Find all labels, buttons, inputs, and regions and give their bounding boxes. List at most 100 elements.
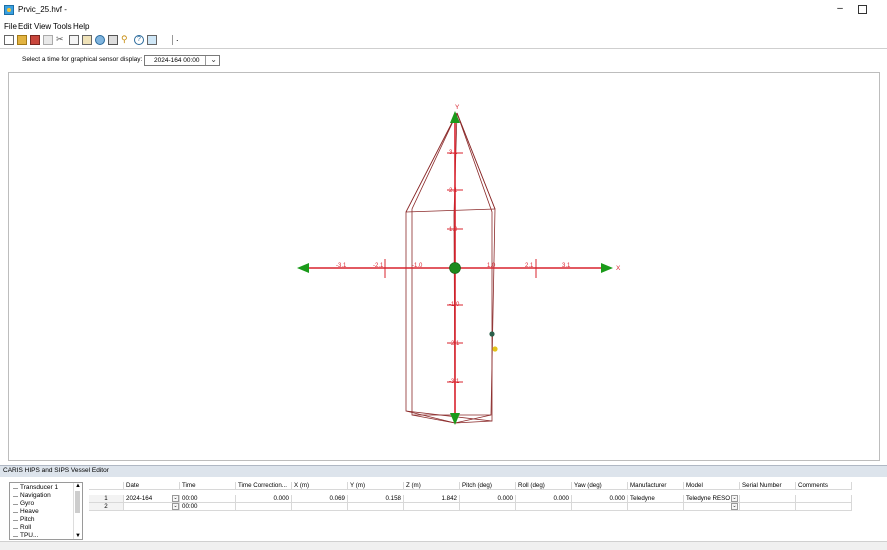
chevron-down-icon[interactable]: ⌄ xyxy=(172,503,179,510)
cell-yaw[interactable]: 0.000 xyxy=(572,495,628,503)
row-number[interactable]: 2 xyxy=(89,503,124,511)
scroll-up-icon[interactable]: ▲ xyxy=(75,483,81,489)
cell-time-correction[interactable] xyxy=(236,503,292,511)
toolbar-divider xyxy=(0,48,887,49)
toolbar-overflow-icon[interactable]: . xyxy=(176,33,179,43)
chevron-down-icon[interactable]: ⌄ xyxy=(172,495,179,502)
menu-view[interactable]: View xyxy=(34,22,52,31)
cell-z[interactable] xyxy=(404,503,460,511)
cell-x[interactable]: 0.069 xyxy=(292,495,348,503)
tree-item-navigation[interactable]: Navigation xyxy=(13,492,51,499)
column-header-date[interactable]: Date xyxy=(124,482,180,490)
maximize-button[interactable] xyxy=(856,3,868,15)
tree-item-roll[interactable]: Roll xyxy=(12,524,32,531)
cell-date[interactable]: 2024-164 xyxy=(124,495,180,503)
y-tick-label-4: -1.0 xyxy=(449,302,460,308)
cell-model[interactable] xyxy=(684,503,740,511)
scroll-thumb[interactable] xyxy=(75,491,80,513)
chevron-down-icon[interactable]: ⌄ xyxy=(731,495,738,502)
chevron-down-icon[interactable]: ⌄ xyxy=(210,55,217,64)
column-header-manufacturer[interactable]: Manufacturer xyxy=(628,482,684,490)
cell-manufacturer[interactable]: Teledyne xyxy=(628,495,684,503)
cell-date[interactable] xyxy=(124,503,180,511)
tree-item-gyro[interactable]: Gyro xyxy=(12,500,35,507)
column-header-model[interactable]: Model xyxy=(684,482,740,490)
cell-time[interactable]: 00:00 xyxy=(180,503,236,511)
settings-icon[interactable] xyxy=(147,35,157,45)
column-header-z[interactable]: Z (m) xyxy=(404,482,460,490)
menu-edit[interactable]: Edit xyxy=(18,22,32,31)
column-header-roll[interactable]: Roll (deg) xyxy=(516,482,572,490)
cell-serial[interactable] xyxy=(740,495,796,503)
tree-scrollbar[interactable]: ▲ ▼ xyxy=(73,483,82,539)
select-divider xyxy=(205,56,206,65)
x-positive-arrow-icon xyxy=(601,263,613,273)
sensor-marker-navigation[interactable] xyxy=(489,331,495,337)
tree-item-heave[interactable]: Heave xyxy=(13,508,39,515)
x-tick-label-5: 2.1 xyxy=(525,263,534,269)
cell-serial[interactable] xyxy=(740,503,796,511)
tree-item-pitch[interactable]: Pitch xyxy=(12,516,35,523)
cell-z[interactable]: 1.842 xyxy=(404,495,460,503)
paste-icon[interactable] xyxy=(82,35,92,45)
column-header-yaw[interactable]: Yaw (deg) xyxy=(572,482,628,490)
help-icon[interactable]: ? xyxy=(134,35,144,45)
cell-comments[interactable] xyxy=(796,503,852,511)
cell-model[interactable]: Teledyne RESO xyxy=(684,495,740,503)
menu-bar: File Edit View Tools Help xyxy=(0,21,887,33)
scroll-down-icon[interactable]: ▼ xyxy=(75,533,81,539)
row-number[interactable]: 1 xyxy=(89,495,124,503)
x-tick-label-6: 3.1 xyxy=(562,263,571,269)
cell-x[interactable] xyxy=(292,503,348,511)
column-header-pitch[interactable]: Pitch (deg) xyxy=(460,482,516,490)
toolbar-separator xyxy=(172,35,173,45)
cell-y[interactable]: 0.158 xyxy=(348,495,404,503)
chevron-down-icon[interactable]: ⌄ xyxy=(731,503,738,510)
cell-pitch[interactable]: 0.000 xyxy=(460,495,516,503)
column-header-time[interactable]: Time xyxy=(180,482,236,490)
new-file-icon[interactable] xyxy=(4,35,14,45)
vessel-3d-view[interactable]: X Y -3.1 -2.1 -1.0 1.0 2.1 3.1 3.1 2.1 1… xyxy=(8,72,880,461)
open-folder-icon[interactable] xyxy=(17,35,27,45)
sensor-marker-transducer[interactable] xyxy=(492,346,498,352)
column-header-time-correction[interactable]: Time Correction... xyxy=(236,482,292,490)
tree-item-tpu[interactable]: TPU... xyxy=(12,532,39,539)
cell-comments[interactable] xyxy=(796,495,852,503)
table-header-rownum xyxy=(89,482,124,490)
cell-roll[interactable] xyxy=(516,503,572,511)
menu-tools[interactable]: Tools xyxy=(53,22,72,31)
column-header-comments[interactable]: Comments xyxy=(796,482,852,490)
y-axis-label: Y xyxy=(455,104,460,111)
vessel-editor-header: CARIS HIPS and SIPS Vessel Editor xyxy=(0,465,887,477)
y-positive-arrow-icon xyxy=(450,111,460,123)
column-header-y[interactable]: Y (m) xyxy=(348,482,404,490)
app-icon xyxy=(4,5,14,15)
minimize-button[interactable]: – xyxy=(837,3,843,14)
wand-icon[interactable]: ⚲ xyxy=(121,34,128,44)
cell-time[interactable]: 00:00 xyxy=(180,495,236,503)
x-tick-label-1: -3.1 xyxy=(336,263,347,269)
origin-marker[interactable] xyxy=(449,262,461,274)
menu-help[interactable]: Help xyxy=(73,22,90,31)
status-bar xyxy=(0,541,887,550)
cell-y[interactable] xyxy=(348,503,404,511)
time-selector-label: Select a time for graphical sensor displ… xyxy=(22,56,143,63)
column-header-x[interactable]: X (m) xyxy=(292,482,348,490)
y-negative-arrow-icon xyxy=(450,413,460,425)
cut-icon[interactable]: ✂ xyxy=(56,34,64,44)
save-icon[interactable] xyxy=(30,35,40,45)
cell-yaw[interactable] xyxy=(572,503,628,511)
cell-roll[interactable]: 0.000 xyxy=(516,495,572,503)
cell-time-correction[interactable]: 0.000 xyxy=(236,495,292,503)
time-select[interactable]: 2024-164 00:00 ⌄ xyxy=(144,55,220,66)
copy-icon[interactable] xyxy=(69,35,79,45)
sensor-tree[interactable]: Transducer 1 Navigation Gyro Heave Pitch… xyxy=(9,482,83,540)
column-header-serial[interactable]: Serial Number xyxy=(740,482,796,490)
print-icon[interactable] xyxy=(43,35,53,45)
cell-pitch[interactable] xyxy=(460,503,516,511)
chart-icon[interactable] xyxy=(108,35,118,45)
menu-file[interactable]: File xyxy=(4,22,17,31)
sensor-icon[interactable] xyxy=(95,35,105,45)
cell-manufacturer[interactable] xyxy=(628,503,684,511)
tree-item-transducer[interactable]: Transducer 1 xyxy=(12,484,59,491)
